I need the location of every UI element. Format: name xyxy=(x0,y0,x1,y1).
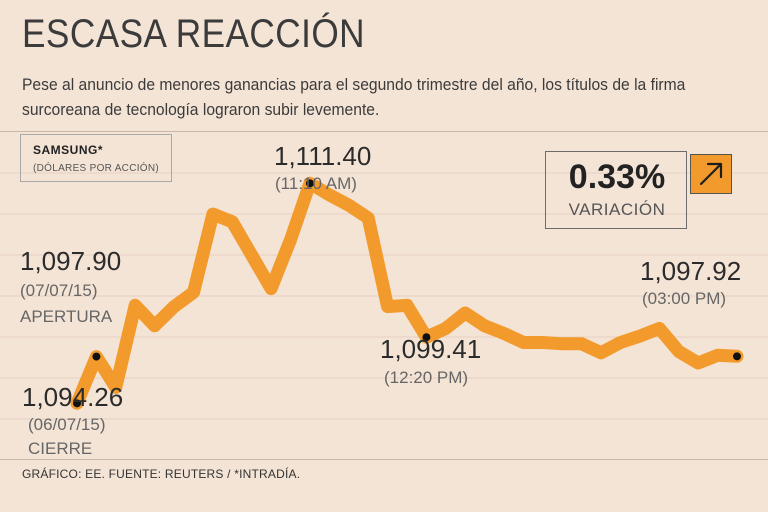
legend-box: SAMSUNG* (DÓLARES POR ACCIÓN) xyxy=(20,134,172,182)
high-time: (11:10 AM) xyxy=(275,174,357,193)
legend-brand: SAMSUNG* xyxy=(33,143,103,157)
low-time: (12:20 PM) xyxy=(384,368,468,387)
last-value: 1,097.92 xyxy=(640,256,741,286)
close-date: (06/07/15) xyxy=(28,415,106,434)
open-label: APERTURA xyxy=(20,307,113,326)
annotation-open: 1,097.90 (07/07/15) APERTURA xyxy=(20,246,121,326)
arrow-up-right-icon xyxy=(690,154,732,194)
variation-label: VARIACIÓN xyxy=(546,200,688,220)
data-point-marker xyxy=(92,353,100,361)
annotation-last: 1,097.92 (03:00 PM) xyxy=(640,256,741,308)
legend-unit: (DÓLARES POR ACCIÓN) xyxy=(33,163,159,174)
bottom-divider xyxy=(0,459,768,460)
annotation-close: 1,094.26 (06/07/15) CIERRE xyxy=(22,382,123,458)
annotation-high: 1,111.40 (11:10 AM) xyxy=(274,141,371,193)
last-time: (03:00 PM) xyxy=(642,289,726,308)
low-value: 1,099.41 xyxy=(380,334,481,364)
open-value: 1,097.90 xyxy=(20,246,121,276)
close-label: CIERRE xyxy=(28,439,92,458)
variation-box: 0.33% VARIACIÓN xyxy=(545,151,687,229)
source-note: GRÁFICO: EE. FUENTE: REUTERS / *INTRADÍA… xyxy=(22,467,300,481)
line-chart: 1,094.26 (06/07/15) CIERRE 1,097.90 (07/… xyxy=(0,0,768,512)
data-point-marker xyxy=(733,352,741,360)
annotation-low: 1,099.41 (12:20 PM) xyxy=(380,334,481,387)
high-value: 1,111.40 xyxy=(274,141,371,171)
close-value: 1,094.26 xyxy=(22,382,123,412)
open-date: (07/07/15) xyxy=(20,281,98,300)
variation-value: 0.33% xyxy=(546,158,688,197)
